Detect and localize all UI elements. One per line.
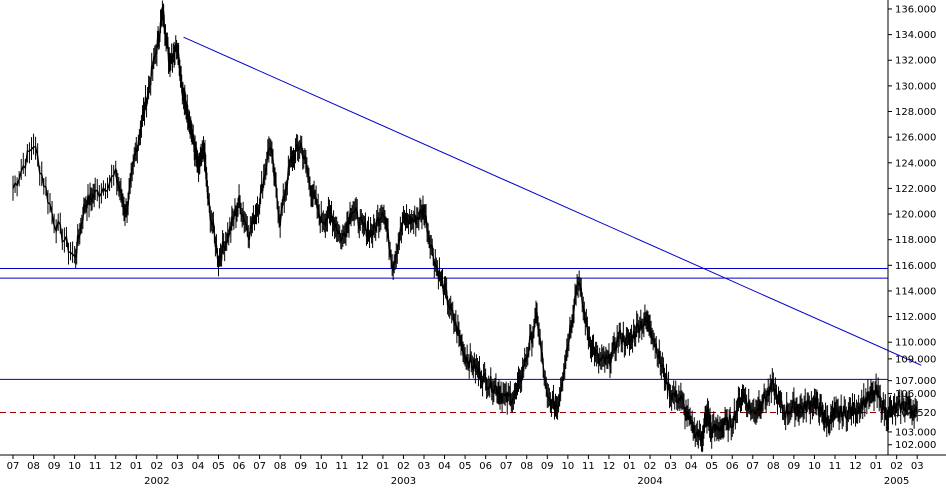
x-tick-label: 09 xyxy=(294,461,307,472)
y-tick-label: 132.000 xyxy=(895,56,936,67)
y-tick-label: 130.000 xyxy=(895,81,936,92)
x-year-label: 2003 xyxy=(391,476,416,487)
y-tick-label: 136.000 xyxy=(895,4,936,15)
y-tick-label: 106.000 xyxy=(895,389,936,400)
x-year-label: 2004 xyxy=(637,476,662,487)
x-tick-label: 01 xyxy=(870,461,883,472)
x-tick-label: 10 xyxy=(315,461,328,472)
y-tick-label: 118.000 xyxy=(895,235,936,246)
x-tick-label: 07 xyxy=(500,461,513,472)
x-tick-label: 10 xyxy=(808,461,821,472)
x-tick-label: 08 xyxy=(767,461,780,472)
x-tick-label: 09 xyxy=(788,461,801,472)
x-tick-label: 12 xyxy=(849,461,862,472)
x-tick-label: 12 xyxy=(109,461,122,472)
y-tick-label: 122.000 xyxy=(895,184,936,195)
x-tick-label: 05 xyxy=(212,461,225,472)
x-year-label: 2002 xyxy=(144,476,169,487)
x-tick-label: 11 xyxy=(582,461,595,472)
y-tick-label: 124.000 xyxy=(895,158,936,169)
x-tick-label: 04 xyxy=(192,461,205,472)
x-tick-label: 06 xyxy=(479,461,492,472)
x-tick-label: 03 xyxy=(664,461,677,472)
x-tick-label: 10 xyxy=(561,461,574,472)
x-tick-label: 08 xyxy=(274,461,287,472)
y-tick-label: 109.000 xyxy=(895,354,936,365)
x-tick-label: 01 xyxy=(130,461,143,472)
y-tick-label: 112.000 xyxy=(895,312,936,323)
y-tick-label: 107.000 xyxy=(895,376,936,387)
x-tick-label: 11 xyxy=(89,461,102,472)
y-tick-label: 126.000 xyxy=(895,133,936,144)
x-tick-label: 09 xyxy=(541,461,554,472)
x-tick-label: 06 xyxy=(726,461,739,472)
x-tick-label: 05 xyxy=(705,461,718,472)
x-tick-label: 02 xyxy=(644,461,657,472)
x-tick-label: 07 xyxy=(7,461,20,472)
x-tick-label: 04 xyxy=(438,461,451,472)
x-tick-label: 02 xyxy=(150,461,163,472)
x-tick-label: 09 xyxy=(48,461,61,472)
x-tick-label: 12 xyxy=(603,461,616,472)
x-tick-label: 07 xyxy=(253,461,266,472)
price-line xyxy=(12,9,918,443)
x-tick-label: 10 xyxy=(68,461,81,472)
y-tick-label: 104.520 xyxy=(895,408,936,419)
y-tick-label: 114.000 xyxy=(895,286,936,297)
x-tick-label: 11 xyxy=(335,461,348,472)
x-tick-label: 01 xyxy=(623,461,636,472)
x-tick-label: 03 xyxy=(171,461,184,472)
y-tick-label: 134.000 xyxy=(895,30,936,41)
y-tick-label: 120.000 xyxy=(895,210,936,221)
y-tick-label: 128.000 xyxy=(895,107,936,118)
x-tick-label: 02 xyxy=(397,461,410,472)
x-tick-label: 08 xyxy=(520,461,533,472)
x-tick-label: 05 xyxy=(459,461,472,472)
y-tick-label: 102.000 xyxy=(895,440,936,451)
x-tick-label: 07 xyxy=(746,461,759,472)
x-tick-label: 01 xyxy=(377,461,390,472)
x-tick-label: 11 xyxy=(829,461,842,472)
x-tick-label: 03 xyxy=(418,461,431,472)
trend-line xyxy=(183,36,922,366)
x-tick-label: 04 xyxy=(685,461,698,472)
x-tick-label: 12 xyxy=(356,461,369,472)
plot-area xyxy=(0,0,922,453)
y-tick-label: 116.000 xyxy=(895,261,936,272)
y-tick-label: 103.000 xyxy=(895,427,936,438)
x-year-label: 2005 xyxy=(884,476,909,487)
x-tick-label: 08 xyxy=(27,461,40,472)
x-tick-label: 06 xyxy=(233,461,246,472)
price-series xyxy=(12,0,918,453)
x-tick-label: 02 xyxy=(890,461,903,472)
y-tick-label: 110.000 xyxy=(895,338,936,349)
x-tick-label: 03 xyxy=(911,461,924,472)
